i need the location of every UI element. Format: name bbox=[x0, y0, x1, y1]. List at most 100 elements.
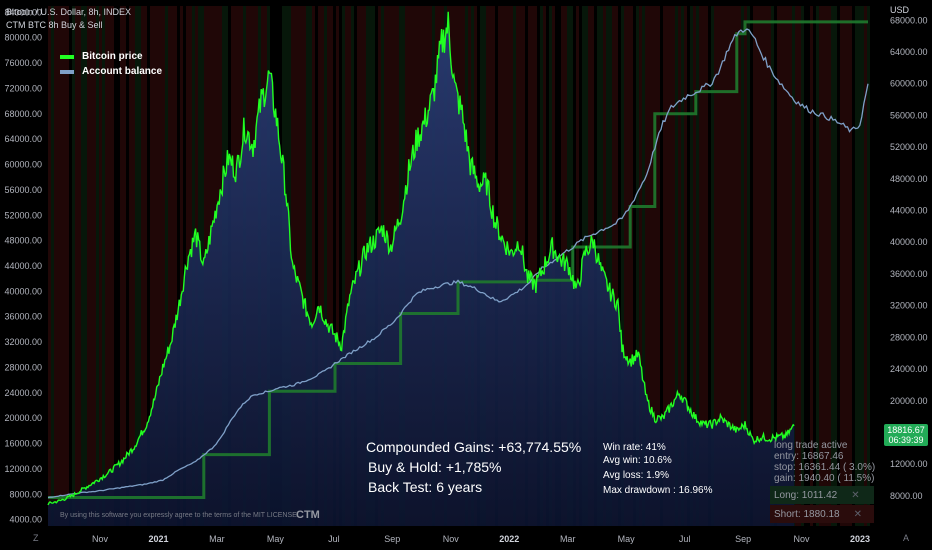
brand-logo: CTM bbox=[296, 509, 320, 521]
legend-swatch-price bbox=[60, 54, 74, 59]
signal-stripe bbox=[642, 6, 645, 526]
signal-stripe bbox=[765, 6, 768, 526]
signal-stripe bbox=[660, 6, 663, 526]
signal-stripe bbox=[723, 6, 726, 526]
signal-stripe bbox=[579, 6, 582, 526]
signal-stripe bbox=[93, 6, 96, 526]
left-tick-label: 44000.00 bbox=[4, 261, 42, 271]
left-tick-label: 80000.00 bbox=[4, 33, 42, 43]
signal-stripe bbox=[327, 6, 330, 526]
x-tick-label: 2021 bbox=[148, 534, 168, 544]
signal-stripe bbox=[606, 6, 609, 526]
left-tick-label: 68000.00 bbox=[4, 109, 42, 119]
signal-stripe bbox=[672, 6, 675, 526]
right-tick-label: 52000.00 bbox=[890, 142, 928, 152]
signal-stripe bbox=[90, 6, 93, 526]
signal-stripe bbox=[834, 6, 837, 526]
signal-stripe bbox=[162, 6, 165, 526]
right-tick-label: 64000.00 bbox=[890, 47, 928, 57]
indicator-title: CTM BTC 8h Buy & Sell bbox=[6, 20, 103, 30]
high-water-line bbox=[48, 20, 868, 499]
signal-stripe bbox=[855, 6, 858, 526]
signal-stripe bbox=[183, 6, 186, 526]
long-button[interactable]: Long: 1011.42 ✕ bbox=[770, 486, 874, 504]
signal-stripe bbox=[96, 6, 99, 526]
signal-stripe bbox=[852, 6, 855, 526]
signal-stripe bbox=[621, 6, 624, 526]
signal-stripe bbox=[627, 6, 630, 526]
plot-area bbox=[47, 11, 869, 527]
auto-scale-button[interactable]: A bbox=[903, 533, 910, 543]
signal-stripe bbox=[144, 6, 147, 526]
signal-stripe bbox=[615, 6, 618, 526]
signal-stripe bbox=[540, 6, 543, 526]
license-note: By using this software you expressly agr… bbox=[60, 512, 297, 519]
signal-stripe bbox=[753, 6, 756, 526]
right-tick-label: 56000.00 bbox=[890, 110, 928, 120]
signal-stripe bbox=[792, 6, 795, 526]
left-tick-label: 12000.00 bbox=[4, 464, 42, 474]
left-axis: 4000.00 8000.00 12000.00 16000.00 20000.00 24… bbox=[4, 7, 42, 524]
zoom-icon[interactable]: Z bbox=[33, 533, 39, 543]
signal-stripe bbox=[774, 6, 777, 526]
price-area bbox=[48, 11, 795, 527]
close-icon[interactable]: ✕ bbox=[853, 508, 862, 520]
signal-stripe bbox=[699, 6, 702, 526]
signal-stripe bbox=[666, 6, 669, 526]
close-icon[interactable]: ✕ bbox=[851, 489, 860, 501]
signal-stripe bbox=[111, 6, 114, 526]
back-test: Back Test: 6 years bbox=[368, 479, 483, 495]
signal-stripe bbox=[147, 6, 150, 526]
signal-stripe bbox=[318, 6, 321, 526]
signal-stripe bbox=[762, 6, 765, 526]
signal-stripe bbox=[351, 6, 354, 526]
signal-stripe bbox=[831, 6, 834, 526]
signal-stripe bbox=[618, 6, 621, 526]
signal-stripe bbox=[63, 6, 66, 526]
x-tick-label: Nov bbox=[92, 534, 109, 544]
signal-stripe bbox=[312, 6, 315, 526]
left-tick-label: 84000.00 bbox=[4, 7, 42, 17]
signal-stripe bbox=[732, 6, 735, 526]
left-tick-label: 40000.00 bbox=[4, 286, 42, 296]
avg-loss: Avg loss: 1.9% bbox=[603, 470, 669, 481]
signal-stripe bbox=[324, 6, 327, 526]
signal-stripe bbox=[69, 6, 72, 526]
signal-stripe bbox=[297, 6, 300, 526]
signal-stripe bbox=[168, 6, 171, 526]
signal-stripe bbox=[690, 6, 693, 526]
signal-stripe bbox=[300, 6, 303, 526]
right-tick-label: 8000.00 bbox=[890, 491, 923, 501]
signal-stripe bbox=[603, 6, 606, 526]
x-tick-label: Jul bbox=[679, 534, 691, 544]
bar-countdown: 06:39:39 bbox=[888, 435, 924, 445]
signal-stripe bbox=[303, 6, 306, 526]
signal-stripe bbox=[135, 6, 138, 526]
signal-stripe bbox=[657, 6, 660, 526]
signal-stripe bbox=[684, 6, 687, 526]
left-tick-label: 60000.00 bbox=[4, 160, 42, 170]
signal-stripe bbox=[738, 6, 741, 526]
signal-stripe bbox=[315, 6, 318, 526]
x-tick-label: May bbox=[267, 534, 285, 544]
left-tick-label: 28000.00 bbox=[4, 362, 42, 372]
signal-stripe bbox=[60, 6, 63, 526]
signal-stripe bbox=[354, 6, 357, 526]
x-tick-label: Mar bbox=[209, 534, 225, 544]
left-tick-label: 64000.00 bbox=[4, 134, 42, 144]
signal-stripe bbox=[810, 6, 813, 526]
signal-stripe bbox=[309, 6, 312, 526]
signal-stripe bbox=[78, 6, 81, 526]
signal-stripe bbox=[174, 6, 177, 526]
right-tick-label: 12000.00 bbox=[890, 459, 928, 469]
short-button[interactable]: Short: 1880.18 ✕ bbox=[770, 505, 874, 523]
account-balance-line bbox=[47, 28, 869, 499]
signal-stripe bbox=[630, 6, 633, 526]
left-tick-label: 72000.00 bbox=[4, 83, 42, 93]
signal-stripe bbox=[708, 6, 711, 526]
signal-stripe bbox=[840, 6, 843, 526]
signal-stripe bbox=[294, 6, 297, 526]
signal-stripe bbox=[789, 6, 792, 526]
signal-stripe bbox=[837, 6, 840, 526]
x-tick-label: Jul bbox=[328, 534, 340, 544]
